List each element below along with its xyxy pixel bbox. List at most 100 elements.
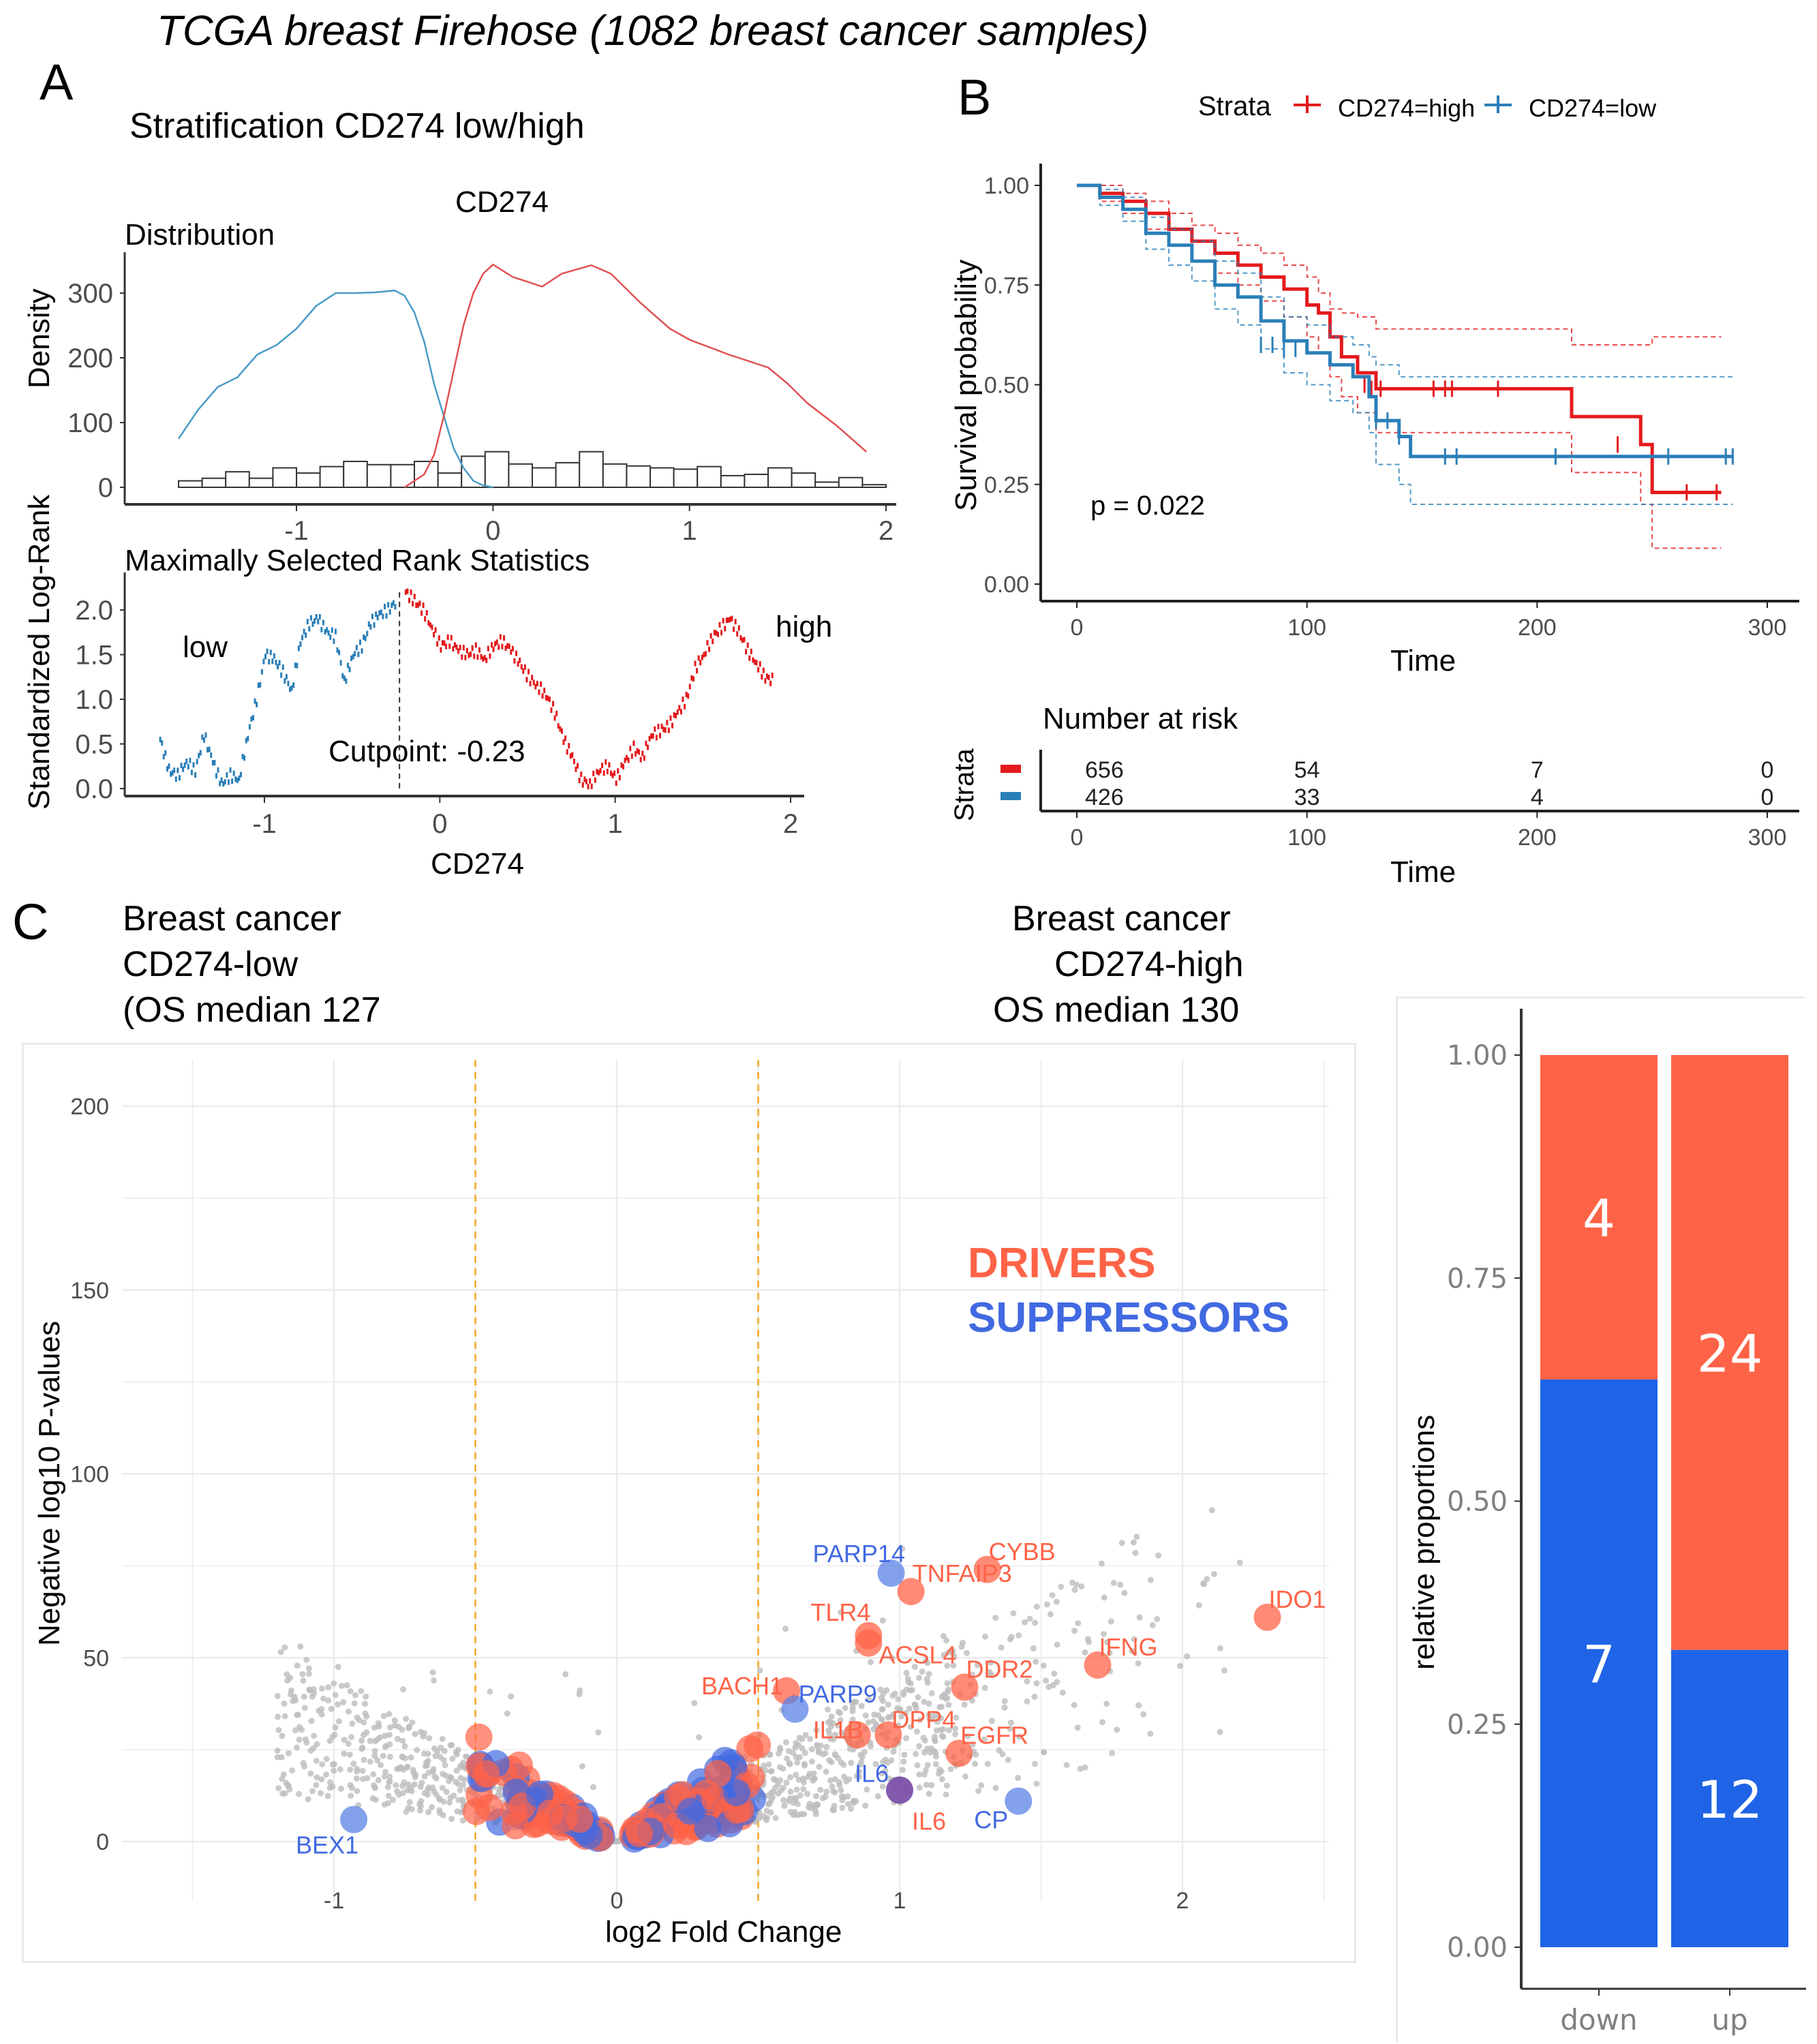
- volcano-point-grey: [442, 1762, 448, 1769]
- volcano-point-grey: [375, 1777, 382, 1784]
- maxstat-point-low: [173, 767, 176, 774]
- maxstat-point-high: [765, 673, 768, 680]
- maxstat-point-low: [350, 655, 353, 661]
- volcano-point-grey: [408, 1805, 415, 1812]
- maxstat-point-high: [434, 627, 437, 633]
- km-y-tick-label: 0.75: [984, 273, 1029, 299]
- volcano-point-grey: [394, 1735, 401, 1742]
- volcano-point-grey: [348, 1734, 354, 1741]
- maxstat-point-high: [548, 697, 551, 703]
- volcano-point-grey: [384, 1784, 391, 1790]
- maxstat-point-high: [673, 712, 675, 718]
- maxstat-point-high: [617, 768, 620, 774]
- volcano-point-grey: [899, 1545, 906, 1552]
- volcano-point-grey: [382, 1733, 388, 1739]
- volcano-point-grey: [1033, 1680, 1040, 1687]
- volcano-point-grey: [311, 1733, 318, 1739]
- maxstat-point-low: [257, 682, 260, 688]
- volcano-point-grey: [325, 1684, 332, 1691]
- volcano-point-grey: [294, 1744, 301, 1751]
- volcano-point-grey: [579, 1763, 585, 1770]
- km-y-tick-label: 0.00: [984, 572, 1029, 598]
- maxstat-point-high: [654, 726, 656, 732]
- risk-strata-swatch: [1001, 792, 1021, 800]
- maxstat-point-low: [371, 613, 373, 620]
- volcano-point-grey: [973, 1751, 979, 1758]
- volcano-point-grey: [793, 1786, 800, 1793]
- volcano-point-grey: [1071, 1628, 1078, 1634]
- maxstat-point-low: [248, 724, 251, 730]
- volcano-point-grey: [903, 1670, 910, 1677]
- left-header-line3: (OS median 127: [123, 990, 381, 1030]
- maxstat-point-high: [771, 672, 774, 678]
- volcano-point-grey: [879, 1783, 886, 1790]
- maxstat-point-low: [311, 621, 314, 627]
- maxstat-point-low: [280, 672, 283, 678]
- volcano-frame: [22, 1043, 1356, 1963]
- volcano-point-grey: [951, 1653, 958, 1660]
- volcano-point-grey: [879, 1706, 885, 1713]
- maxstat-point-low: [315, 614, 318, 620]
- maxstat-point-low: [204, 732, 207, 738]
- volcano-point-grey: [932, 1760, 939, 1767]
- volcano-point-grey: [442, 1772, 449, 1779]
- volcano-point-grey: [879, 1617, 886, 1624]
- volcano-point-grey: [776, 1744, 783, 1751]
- maxstat-point-high: [659, 733, 661, 739]
- volcano-point-grey: [451, 1792, 457, 1799]
- maxstat-point-low: [338, 650, 341, 656]
- maxstat-point-high: [696, 668, 699, 674]
- maxstat-point-high: [759, 660, 761, 667]
- maxstat-point-high: [568, 743, 570, 749]
- volcano-point-grey: [361, 1756, 367, 1763]
- volcano-point-grey: [281, 1644, 288, 1651]
- maxstat-point-low: [243, 755, 246, 761]
- volcano-point-grey: [931, 1733, 938, 1740]
- maxstat-point-high: [639, 757, 642, 763]
- volcano-point-grey: [316, 1707, 322, 1714]
- maxstat-point-high: [660, 723, 663, 729]
- maxstat-point-high: [716, 631, 719, 637]
- maxstat-point-low: [394, 604, 397, 610]
- maxstat-point-high: [703, 652, 705, 658]
- maxstat-point-high: [408, 597, 411, 603]
- maxstat-point-high: [650, 733, 653, 739]
- volcano-point-grey: [354, 1714, 361, 1721]
- volcano-point-grey: [358, 1688, 365, 1694]
- volcano-point-grey: [314, 1774, 320, 1781]
- legend-high-tick: [1306, 95, 1309, 113]
- volcano-point-grey: [416, 1807, 423, 1814]
- volcano-point-grey: [814, 1743, 821, 1750]
- maxstat-point-high: [564, 735, 567, 742]
- bar-y-tick-label: 0.00: [1447, 1932, 1508, 1964]
- density-x-tick-label: 0: [485, 516, 500, 546]
- maxstat-point-low: [226, 772, 228, 778]
- maxstat-point-high: [675, 713, 677, 719]
- maxstat-point-high: [578, 778, 581, 784]
- volcano-point-grey: [433, 1791, 440, 1798]
- volcano-point-grey: [363, 1713, 370, 1720]
- maxstat-point-high: [655, 735, 658, 741]
- maxstat-point-high: [599, 767, 602, 774]
- volcano-point-grey: [343, 1682, 350, 1689]
- maxstat-point-high: [769, 680, 772, 686]
- maxstat-point-low: [320, 626, 323, 632]
- maxstat-point-high: [465, 647, 468, 654]
- maxstat-point-low: [227, 779, 230, 785]
- maxstat-point-high: [626, 754, 628, 761]
- maxstat-point-high: [602, 770, 605, 776]
- maxstat-point-low: [192, 762, 195, 768]
- volcano-point-grey: [1078, 1583, 1085, 1590]
- maxstat-point-high: [476, 654, 479, 660]
- maxstat-point-low: [346, 662, 349, 669]
- volcano-point-grey: [900, 1758, 907, 1765]
- volcano-point-grey: [978, 1782, 985, 1789]
- volcano-point-grey: [950, 1662, 957, 1669]
- maxstat-point-high: [534, 684, 537, 690]
- volcano-point-grey: [425, 1784, 432, 1791]
- maxstat-point-high: [608, 762, 611, 768]
- maxstat-point-low: [318, 614, 321, 620]
- volcano-point-grey: [1051, 1670, 1058, 1677]
- volcano-point-grey: [781, 1803, 788, 1810]
- volcano-point-grey: [827, 1723, 834, 1730]
